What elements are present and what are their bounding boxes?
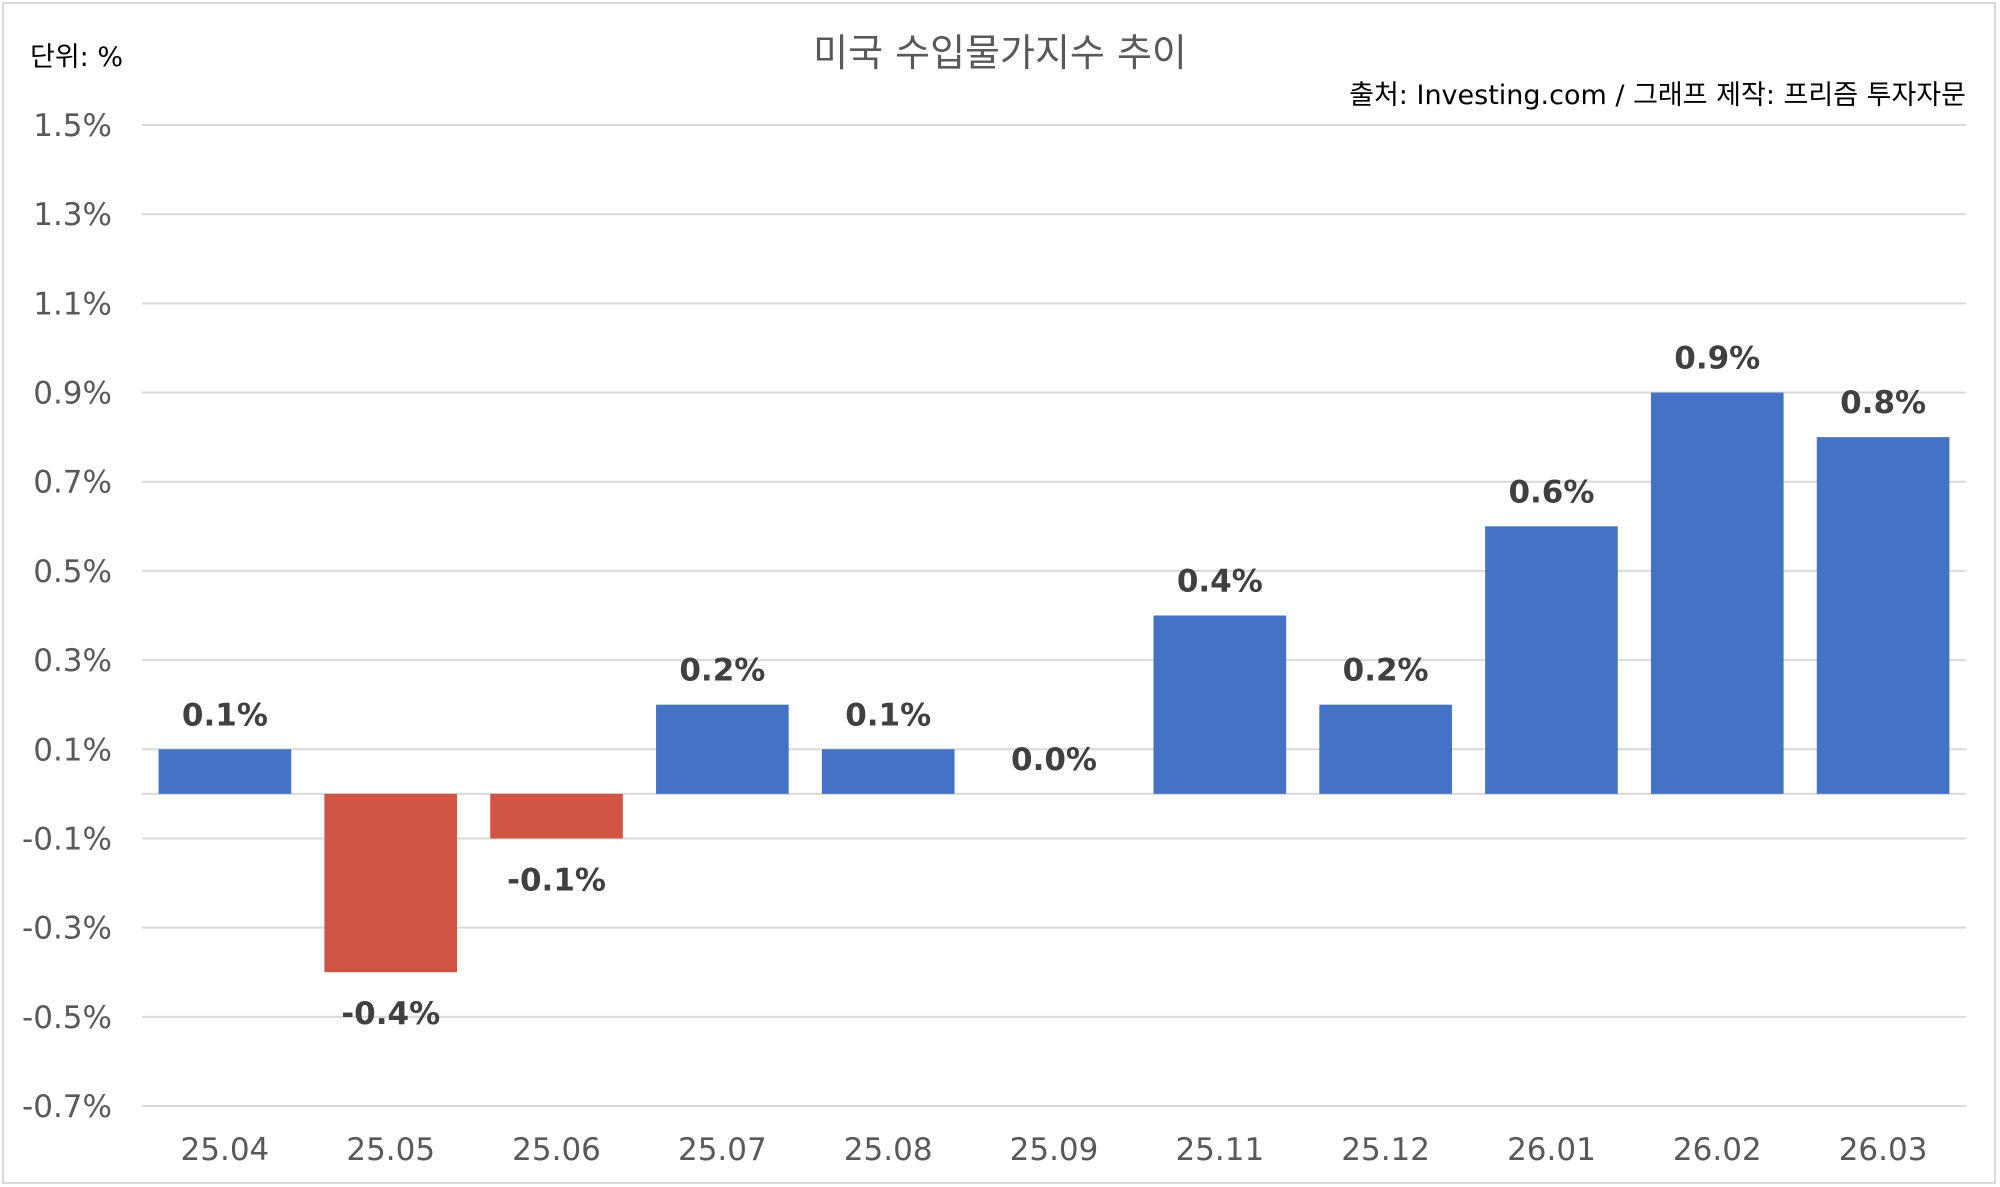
x-tick-label: 26.03 [1839,1132,1928,1168]
data-label: 0.8% [1840,385,1926,421]
y-tick-label: 0.3% [33,643,112,679]
data-label: 0.4% [1177,564,1263,600]
data-label: -0.1% [507,862,606,898]
source-label: 출처: Investing.com / 그래프 제작: 프리즘 투자자문 [1349,80,1966,111]
bar-26-01 [1485,526,1618,794]
y-tick-label: 0.5% [33,554,112,590]
x-tick-label: 25.04 [181,1132,270,1168]
x-tick-label: 25.12 [1341,1132,1430,1168]
y-tick-label: 1.1% [33,286,112,322]
y-tick-label: 0.7% [33,465,112,501]
x-tick-label: 26.01 [1507,1132,1596,1168]
bars [158,392,1950,973]
x-tick-label: 25.07 [678,1132,767,1168]
data-label: 0.0% [1011,742,1097,778]
data-label: -0.4% [341,996,440,1032]
unit-label: 단위: % [30,42,123,73]
x-tick-label: 26.02 [1673,1132,1762,1168]
y-axis-ticks: 1.5% 1.3% 1.1% 0.9% 0.7% 0.5% 0.3% 0.1% -0.1% -0.… [22,108,112,1125]
x-tick-label: 25.09 [1010,1132,1099,1168]
data-label: 0.1% [845,697,931,733]
x-tick-label: 25.11 [1175,1132,1264,1168]
y-tick-label: -0.3% [22,911,112,947]
bar-25-06 [490,793,623,839]
x-tick-label: 25.08 [844,1132,933,1168]
bar-25-12 [1319,704,1452,794]
data-label: 0.6% [1508,474,1594,510]
y-tick-label: 1.5% [33,108,112,144]
y-tick-label: -0.7% [22,1089,112,1125]
bar-25-04 [158,749,292,794]
bar-25-07 [656,704,789,794]
y-tick-label: -0.1% [22,821,112,857]
bar-26-03 [1816,437,1950,794]
x-tick-label: 25.05 [346,1132,435,1168]
x-tick-label: 25.06 [512,1132,601,1168]
bar-25-05 [324,793,458,973]
bar-25-11 [1153,615,1287,794]
y-tick-label: 1.3% [33,197,112,233]
y-tick-label: -0.5% [22,1000,112,1036]
data-label: 0.2% [1343,653,1429,689]
y-tick-label: 0.9% [33,376,112,412]
y-tick-label: 0.1% [33,732,112,768]
data-labels: 0.1% -0.4% -0.1% 0.2% 0.1% 0.0% 0.4% 0.2% 0.6% 0.… [182,341,1926,1033]
chart-title: 미국 수입물가지수 추이 [813,31,1187,75]
bar-26-02 [1650,392,1784,794]
x-axis-ticks: 25.04 25.05 25.06 25.07 25.08 25.09 25.11 25.12… [181,1132,1928,1168]
data-label: 0.2% [679,653,765,689]
data-label: 0.1% [182,697,268,733]
bar-25-08 [821,749,955,794]
data-label: 0.9% [1674,341,1760,377]
